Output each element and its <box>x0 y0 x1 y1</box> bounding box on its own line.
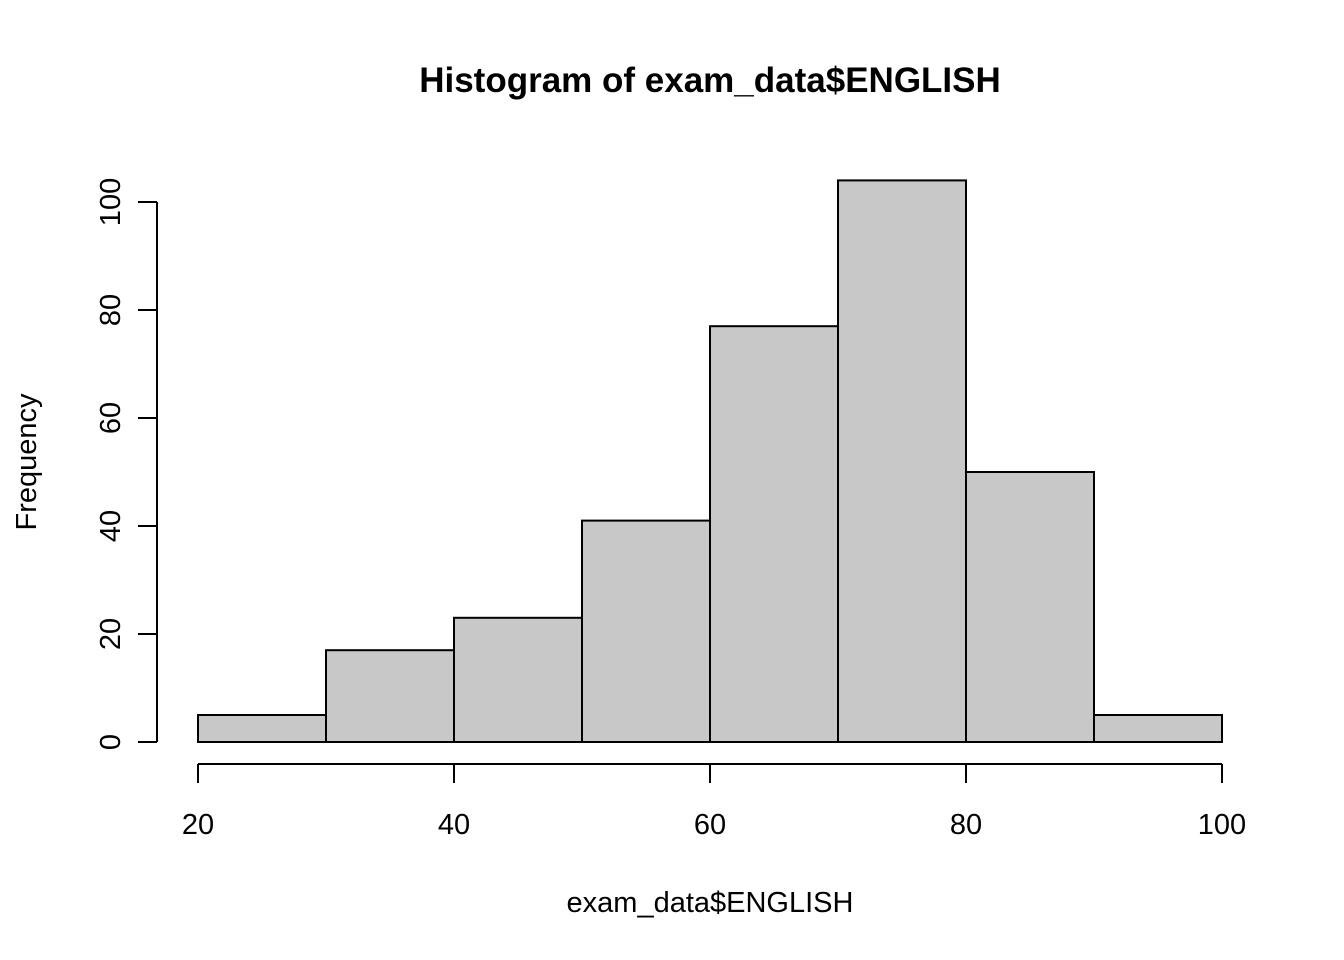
y-tick-label: 40 <box>95 510 127 542</box>
y-tick-label: 0 <box>95 734 127 750</box>
x-tick-label: 100 <box>1198 809 1246 841</box>
y-tick-label: 20 <box>95 618 127 650</box>
histogram-bar <box>965 471 1095 743</box>
x-tick-label: 80 <box>950 809 982 841</box>
histogram-bar <box>453 616 583 743</box>
x-tick-label: 40 <box>438 809 470 841</box>
histogram-bar <box>837 179 967 743</box>
y-axis-label: Frequency <box>11 393 43 531</box>
y-tick-label: 60 <box>95 402 127 434</box>
histogram-bar <box>709 325 839 743</box>
histogram-bar <box>1093 714 1223 743</box>
bars-group <box>197 179 1223 744</box>
x-axis-label: exam_data$ENGLISH <box>567 887 854 919</box>
x-tick-label: 60 <box>694 809 726 841</box>
histogram-bar <box>581 519 711 743</box>
y-tick-label: 80 <box>95 294 127 326</box>
histogram-bar <box>197 714 327 743</box>
x-tick-label: 20 <box>182 809 214 841</box>
y-axis: 0 20 40 60 80 100 <box>95 178 158 750</box>
x-axis: 20 40 60 80 100 <box>182 763 1246 841</box>
y-tick-label: 100 <box>95 178 127 226</box>
chart-title: Histogram of exam_data$ENGLISH <box>419 61 1001 100</box>
histogram-bar <box>325 649 455 744</box>
